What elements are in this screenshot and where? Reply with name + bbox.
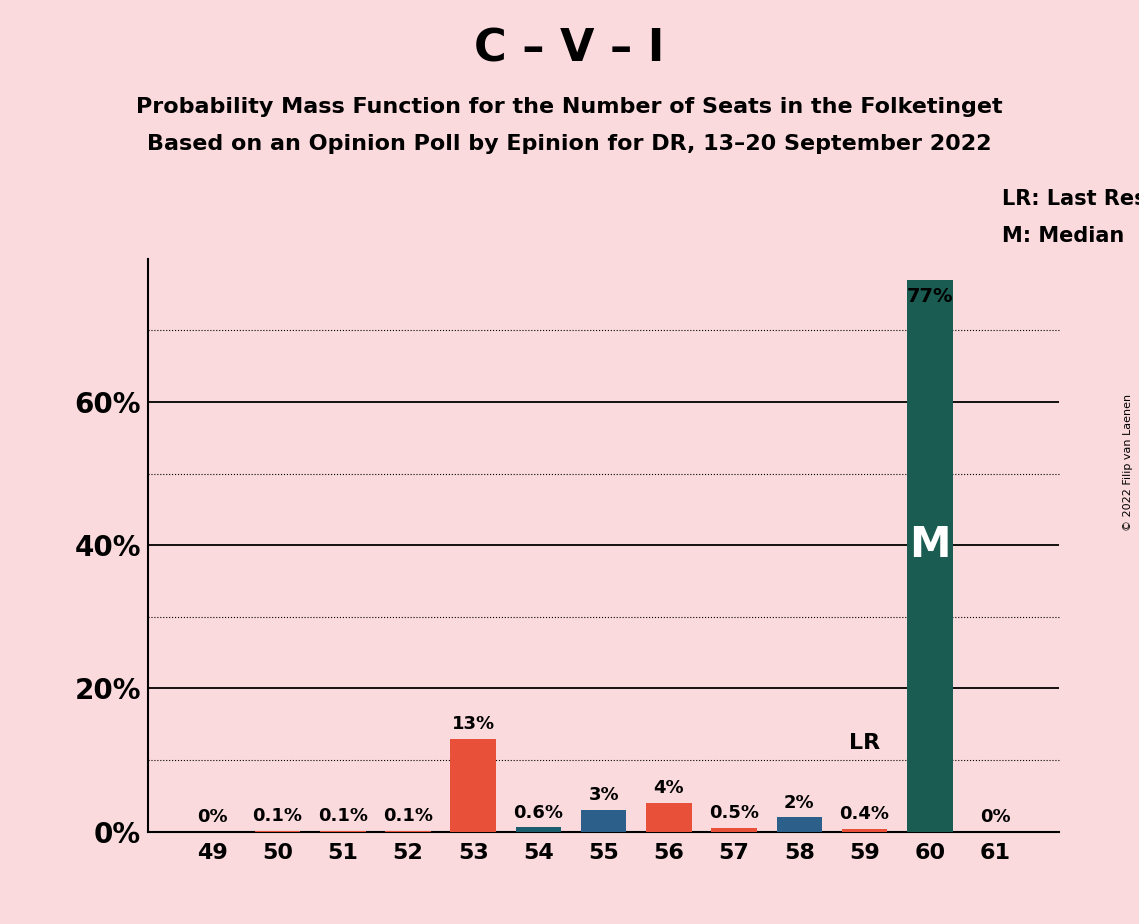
Bar xyxy=(711,828,757,832)
Text: M: M xyxy=(909,524,951,566)
Text: 0.5%: 0.5% xyxy=(710,804,759,822)
Text: 77%: 77% xyxy=(907,287,953,307)
Text: 0.6%: 0.6% xyxy=(514,804,564,821)
Bar xyxy=(516,827,562,832)
Bar xyxy=(777,817,822,832)
Text: 13%: 13% xyxy=(452,715,494,733)
Bar xyxy=(581,810,626,832)
Text: Probability Mass Function for the Number of Seats in the Folketinget: Probability Mass Function for the Number… xyxy=(137,97,1002,117)
Bar xyxy=(842,829,887,832)
Text: 0%: 0% xyxy=(197,808,228,826)
Text: 3%: 3% xyxy=(589,786,618,805)
Text: 2%: 2% xyxy=(784,794,814,811)
Text: M: Median: M: Median xyxy=(1002,226,1124,247)
Text: 4%: 4% xyxy=(654,779,685,797)
Bar xyxy=(907,280,952,832)
Text: © 2022 Filip van Laenen: © 2022 Filip van Laenen xyxy=(1123,394,1133,530)
Text: 0.4%: 0.4% xyxy=(839,805,890,823)
Text: 0%: 0% xyxy=(980,808,1010,826)
Text: LR: LR xyxy=(849,733,880,753)
Bar xyxy=(646,803,691,832)
Text: Based on an Opinion Poll by Epinion for DR, 13–20 September 2022: Based on an Opinion Poll by Epinion for … xyxy=(147,134,992,154)
Text: LR: Last Result: LR: Last Result xyxy=(1002,189,1139,210)
Text: 0.1%: 0.1% xyxy=(253,808,303,825)
Bar xyxy=(450,738,497,832)
Text: 0.1%: 0.1% xyxy=(318,808,368,825)
Text: 0.1%: 0.1% xyxy=(383,808,433,825)
Text: C – V – I: C – V – I xyxy=(474,28,665,71)
